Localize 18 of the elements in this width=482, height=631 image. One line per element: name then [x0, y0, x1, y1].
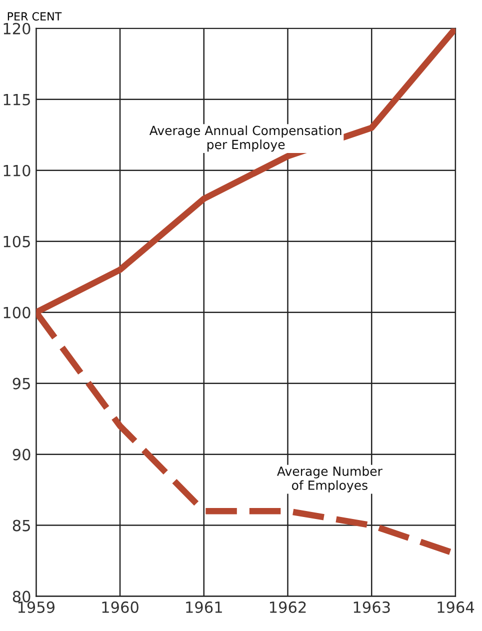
y-tick-label: 100 — [4, 306, 30, 318]
x-tick-label: 1960 — [102, 601, 138, 613]
y-tick-label: 90 — [12, 448, 30, 460]
x-tick-label: 1964 — [438, 601, 474, 613]
y-tick-label: 110 — [4, 164, 30, 176]
x-tick-label: 1963 — [354, 601, 390, 613]
x-tick-label: 1959 — [18, 601, 55, 613]
y-tick-label: 105 — [4, 236, 30, 248]
x-tick-label: 1961 — [186, 601, 222, 613]
y-tick-label: 115 — [4, 94, 30, 106]
y-tick-label: 85 — [12, 520, 30, 532]
y-tick-label: 80 — [12, 590, 30, 602]
y-tick-label: 95 — [12, 378, 30, 390]
series-label: Average Annual Compensation per Employe — [149, 126, 342, 152]
series-label: Average Number of Employes — [277, 466, 382, 492]
y-axis-title: PER CENT — [8, 12, 62, 21]
x-tick-label: 1962 — [270, 601, 306, 613]
y-tick-label: 120 — [4, 22, 30, 34]
